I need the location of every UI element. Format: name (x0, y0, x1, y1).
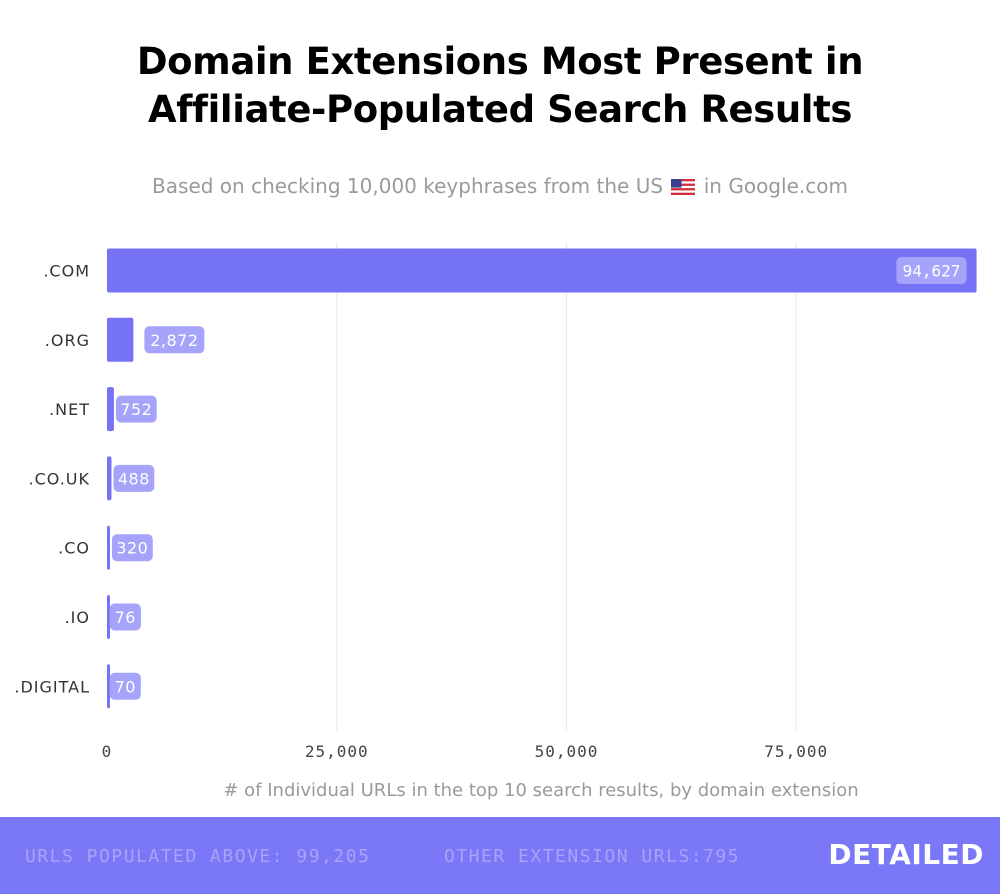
category-label: .DIGITAL (14, 677, 90, 696)
chart-subtitle: Based on checking 10,000 keyphrases from… (0, 174, 1000, 198)
data-label-box (109, 672, 141, 700)
data-label-box (144, 326, 205, 354)
chart-title-line-2: Affiliate-Populated Search Results (148, 88, 852, 131)
data-label: 2,872 (150, 331, 198, 350)
us-flag-icon (671, 179, 696, 195)
category-label: .COM (43, 262, 90, 281)
data-label-box (113, 464, 155, 492)
bar (107, 664, 110, 709)
other-extension-urls-stat: OTHER EXTENSION URLS:795 (444, 846, 741, 867)
category-label: .IO (65, 608, 90, 627)
bar-chart: .COM 94,627 .ORG 2,872 .NET 752 .CO.UK 488 .CO 32… (14, 242, 977, 801)
category-label: .NET (49, 400, 90, 419)
bar (107, 317, 134, 362)
subtitle-text-start: Based on checking 10,000 keyphrases from… (152, 174, 664, 198)
data-label-box (111, 534, 153, 562)
chart-title: Domain Extensions Most Present in Affili… (0, 38, 1000, 134)
data-label-box (109, 603, 141, 631)
chart-title-line-1: Domain Extensions Most Present in (136, 40, 864, 83)
category-label: .ORG (45, 331, 90, 350)
bar (107, 456, 112, 501)
bar (107, 248, 977, 293)
data-label: 320 (116, 539, 148, 558)
x-tick-label: 50,000 (535, 742, 599, 761)
data-label: 70 (115, 677, 136, 696)
x-tick-label: 25,000 (305, 742, 369, 761)
urls-populated-stat: URLS POPULATED ABOVE: 99,205 (25, 846, 371, 867)
data-label: 76 (115, 608, 136, 627)
x-tick-label: 0 (102, 742, 113, 761)
x-tick-label: 75,000 (764, 742, 828, 761)
data-label-box (115, 395, 157, 423)
data-label-box (896, 257, 967, 284)
bar (107, 525, 110, 570)
detailed-logo: DETAILED (828, 838, 984, 871)
x-axis-label: # of Individual URLs in the top 10 searc… (223, 780, 858, 801)
footer-bar: URLS POPULATED ABOVE: 99,205 OTHER EXTEN… (0, 817, 1000, 894)
data-label: 94,627 (903, 262, 961, 281)
data-label: 752 (120, 400, 152, 419)
category-label: .CO (58, 539, 90, 558)
category-label: .CO.UK (29, 469, 91, 488)
data-label: 488 (118, 469, 150, 488)
bar (107, 387, 114, 432)
bar (107, 595, 110, 639)
subtitle-text-end: in Google.com (703, 174, 848, 198)
